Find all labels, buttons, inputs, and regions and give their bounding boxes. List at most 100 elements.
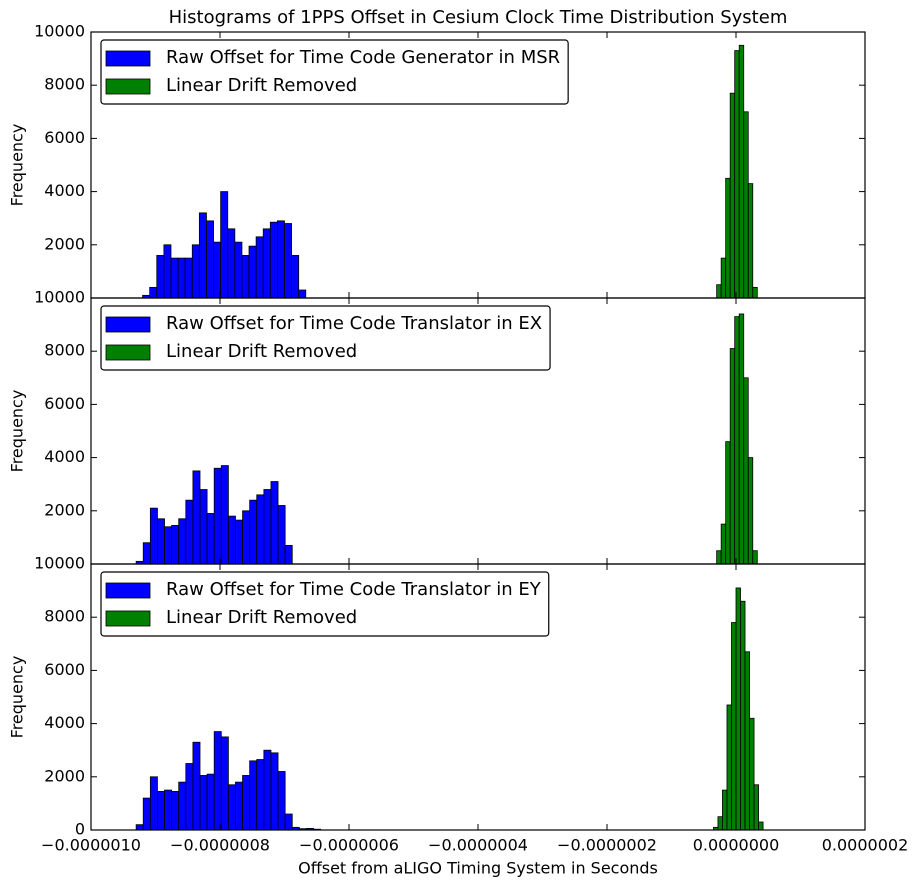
histogram-bar [734, 50, 740, 299]
histogram-bar [277, 505, 286, 565]
y-tick-label: 0 [75, 820, 85, 839]
legend-box [100, 39, 569, 105]
histogram-bar [164, 789, 173, 831]
histogram-bar [752, 550, 758, 565]
y-tick-label: 2000 [44, 234, 85, 253]
histogram-bar [284, 544, 293, 565]
legend-label: Linear Drift Removed [166, 341, 357, 362]
y-tick-label: 8000 [44, 75, 85, 94]
y-tick-label: 8000 [44, 341, 85, 360]
x-tick-label: −0.0000008 [170, 836, 270, 855]
histogram-bar [734, 316, 740, 565]
histogram-bar [227, 784, 236, 831]
legend-swatch [105, 582, 151, 599]
histogram-bar [178, 781, 187, 831]
histogram-bar [716, 550, 722, 565]
histogram-bar [192, 741, 201, 831]
histogram-bar [731, 622, 737, 831]
histogram-bar [722, 789, 728, 831]
histogram-bar [725, 441, 731, 565]
histogram-bar [206, 220, 214, 299]
legend: Raw Offset for Time Code Generator in MS… [100, 39, 569, 105]
histogram-bar [142, 797, 151, 831]
y-axis-label: Frequency [8, 656, 27, 739]
histogram-bar [263, 749, 272, 831]
histogram-bar [149, 286, 158, 299]
legend-swatch [105, 50, 151, 67]
x-tick-label: −0.0000010 [41, 836, 141, 855]
histogram-bar [738, 44, 745, 299]
histogram-bar [213, 731, 222, 831]
legend: Raw Offset for Time Code Translator in E… [100, 305, 551, 371]
y-tick-label: 6000 [44, 394, 85, 413]
histogram-bar [269, 221, 278, 299]
histogram-bar [149, 507, 158, 565]
histogram-bar [234, 241, 243, 299]
histogram-bar [213, 467, 222, 565]
histogram-bar [277, 220, 285, 299]
histogram-bar [753, 784, 759, 831]
legend-label: Raw Offset for Time Code Translator in E… [166, 313, 542, 334]
histogram-bar [758, 821, 764, 831]
x-tick-label: −0.0000006 [299, 836, 399, 855]
histogram-bar [199, 489, 208, 565]
histogram-bar [263, 489, 272, 565]
y-tick-label: 2000 [44, 500, 85, 519]
histogram-bar [171, 525, 180, 565]
histogram-bar [227, 228, 236, 299]
histogram-bar [192, 470, 201, 565]
y-tick-label: 4000 [44, 181, 85, 200]
histogram-bar [241, 255, 250, 299]
histogram-bar [198, 212, 207, 299]
histogram-bar [291, 255, 300, 299]
chart-title: Histograms of 1PPS Offset in Cesium Cloc… [169, 7, 788, 28]
histogram-bar [248, 245, 257, 299]
x-tick-label: 0.0000002 [822, 836, 909, 855]
histogram-bar [164, 526, 173, 565]
histogram-bar [747, 457, 754, 565]
histogram-bar [729, 92, 736, 299]
histogram-bar [235, 781, 243, 831]
histogram-bar [220, 736, 229, 831]
histogram-bar [729, 348, 736, 565]
histogram-bar [743, 111, 749, 299]
histogram-bar [256, 759, 265, 831]
x-axis-label: Offset from aLIGO Timing System in Secon… [298, 859, 658, 878]
legend-label: Raw Offset for Time Code Generator in MS… [166, 47, 560, 68]
histogram-bar [185, 499, 194, 565]
histogram-bar [235, 519, 243, 565]
y-tick-label: 10000 [34, 554, 85, 573]
histogram-bar [249, 760, 258, 831]
histogram-bar [270, 481, 279, 565]
histogram-bar [284, 813, 293, 831]
histogram-bar [749, 717, 755, 831]
y-tick-label: 6000 [44, 128, 85, 147]
histogram-bar [277, 771, 286, 831]
y-tick-label: 10000 [34, 288, 85, 307]
histogram-bar [199, 775, 208, 831]
histogram-bar [185, 763, 194, 831]
histogram-bar [298, 289, 307, 299]
histogram-bar [178, 518, 187, 565]
histogram-bar [242, 510, 251, 565]
y-tick-label: 8000 [44, 607, 85, 626]
histogram-bar [227, 515, 236, 565]
histogram-bar [242, 775, 251, 831]
legend-swatch [105, 316, 151, 333]
histogram-bar [720, 523, 727, 565]
histogram-bar [135, 824, 144, 831]
histogram-bar [157, 518, 165, 565]
histogram-bar [725, 177, 731, 299]
histogram-bar [744, 651, 750, 831]
histogram-bar [270, 752, 279, 831]
x-tick-label: −0.0000004 [428, 836, 528, 855]
y-tick-label: 4000 [44, 447, 85, 466]
histogram-bar [206, 513, 215, 565]
histogram-bar [747, 183, 754, 299]
legend-label: Linear Drift Removed [166, 607, 357, 628]
y-axis-label: Frequency [8, 390, 27, 473]
histogram-bar [156, 255, 165, 299]
legend-box [100, 571, 550, 637]
y-tick-label: 6000 [44, 660, 85, 679]
